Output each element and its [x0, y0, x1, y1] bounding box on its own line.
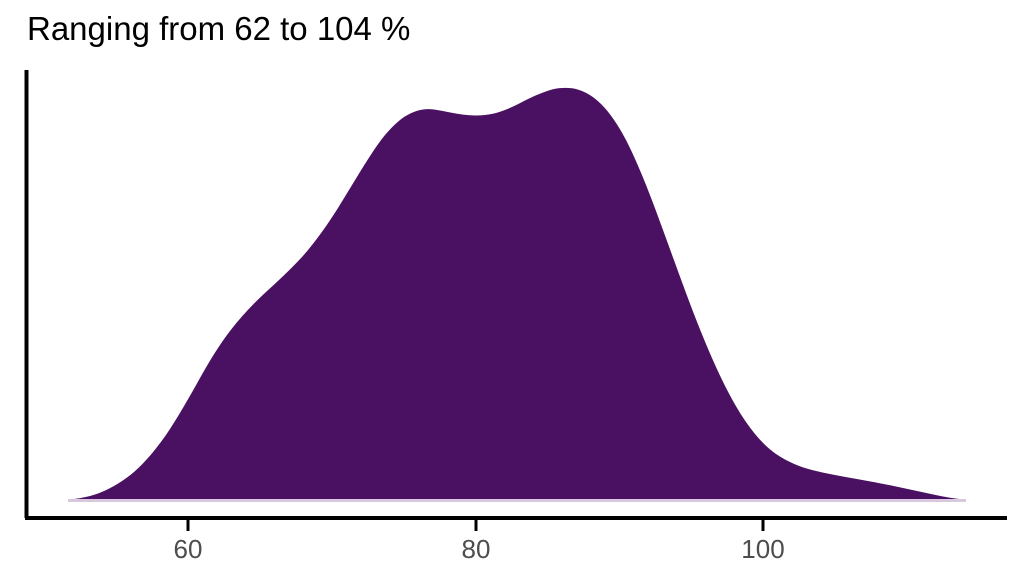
x-axis-tick-labels: 60 80 100 — [174, 534, 785, 564]
x-tick-label-100: 100 — [741, 534, 784, 564]
chart-title: Ranging from 62 to 104 % — [27, 10, 411, 47]
x-tick-label-80: 80 — [462, 534, 491, 564]
x-tick-label-60: 60 — [174, 534, 203, 564]
density-area-path — [69, 87, 965, 502]
x-axis-ticks — [186, 520, 765, 531]
